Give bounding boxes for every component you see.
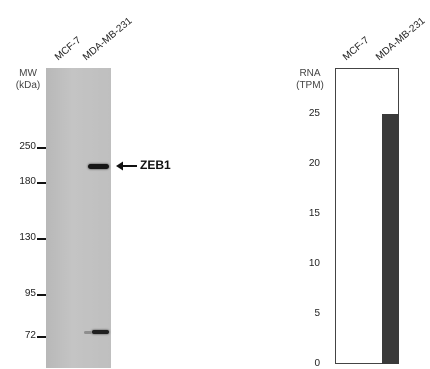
mw-tick-250 bbox=[37, 147, 46, 149]
rna-category-mcf7: MCF-7 bbox=[340, 34, 372, 63]
mw-axis-title: MW (kDa) bbox=[13, 68, 43, 92]
band-label-zeb1: ZEB1 bbox=[140, 158, 171, 172]
rna-plot-frame bbox=[335, 68, 399, 364]
rna-title-unit: (TPM) bbox=[296, 80, 324, 91]
mw-title-unit: (kDa) bbox=[15, 80, 41, 91]
rna-tick-label: 5 bbox=[314, 308, 320, 319]
mw-label-95: 95 bbox=[24, 288, 36, 299]
mw-label-72: 72 bbox=[24, 330, 36, 341]
rna-axis-title: RNA (TPM) bbox=[292, 68, 328, 92]
mw-tick-180 bbox=[37, 182, 46, 184]
rna-tick-label: 0 bbox=[314, 358, 320, 369]
mw-label-250: 250 bbox=[19, 141, 36, 152]
mw-title-line: MW bbox=[19, 68, 37, 79]
arrow-icon bbox=[116, 161, 137, 171]
rna-tick-label: 15 bbox=[308, 208, 320, 219]
mw-tick-95 bbox=[37, 294, 46, 296]
band-72kda-mcf7-faint bbox=[84, 331, 92, 334]
lane-label-mda-mb-231: MDA-MB-231 bbox=[80, 15, 135, 63]
rna-tick-label: 25 bbox=[308, 108, 320, 119]
band-zeb1-mda bbox=[88, 164, 109, 169]
lane-label-mcf7: MCF-7 bbox=[52, 34, 84, 63]
mw-tick-72 bbox=[37, 336, 46, 338]
mw-label-130: 130 bbox=[19, 232, 36, 243]
rna-tick-label: 20 bbox=[308, 158, 320, 169]
rna-tick-label: 10 bbox=[308, 258, 320, 269]
mw-tick-130 bbox=[37, 238, 46, 240]
rna-title-line: RNA bbox=[299, 68, 321, 79]
blot-membrane bbox=[46, 68, 111, 368]
rna-category-mda-mb-231: MDA-MB-231 bbox=[373, 15, 428, 63]
rna-bar-mda-mb-231 bbox=[381, 114, 399, 364]
mw-label-180: 180 bbox=[19, 176, 36, 187]
band-72kda-mda bbox=[92, 330, 109, 334]
